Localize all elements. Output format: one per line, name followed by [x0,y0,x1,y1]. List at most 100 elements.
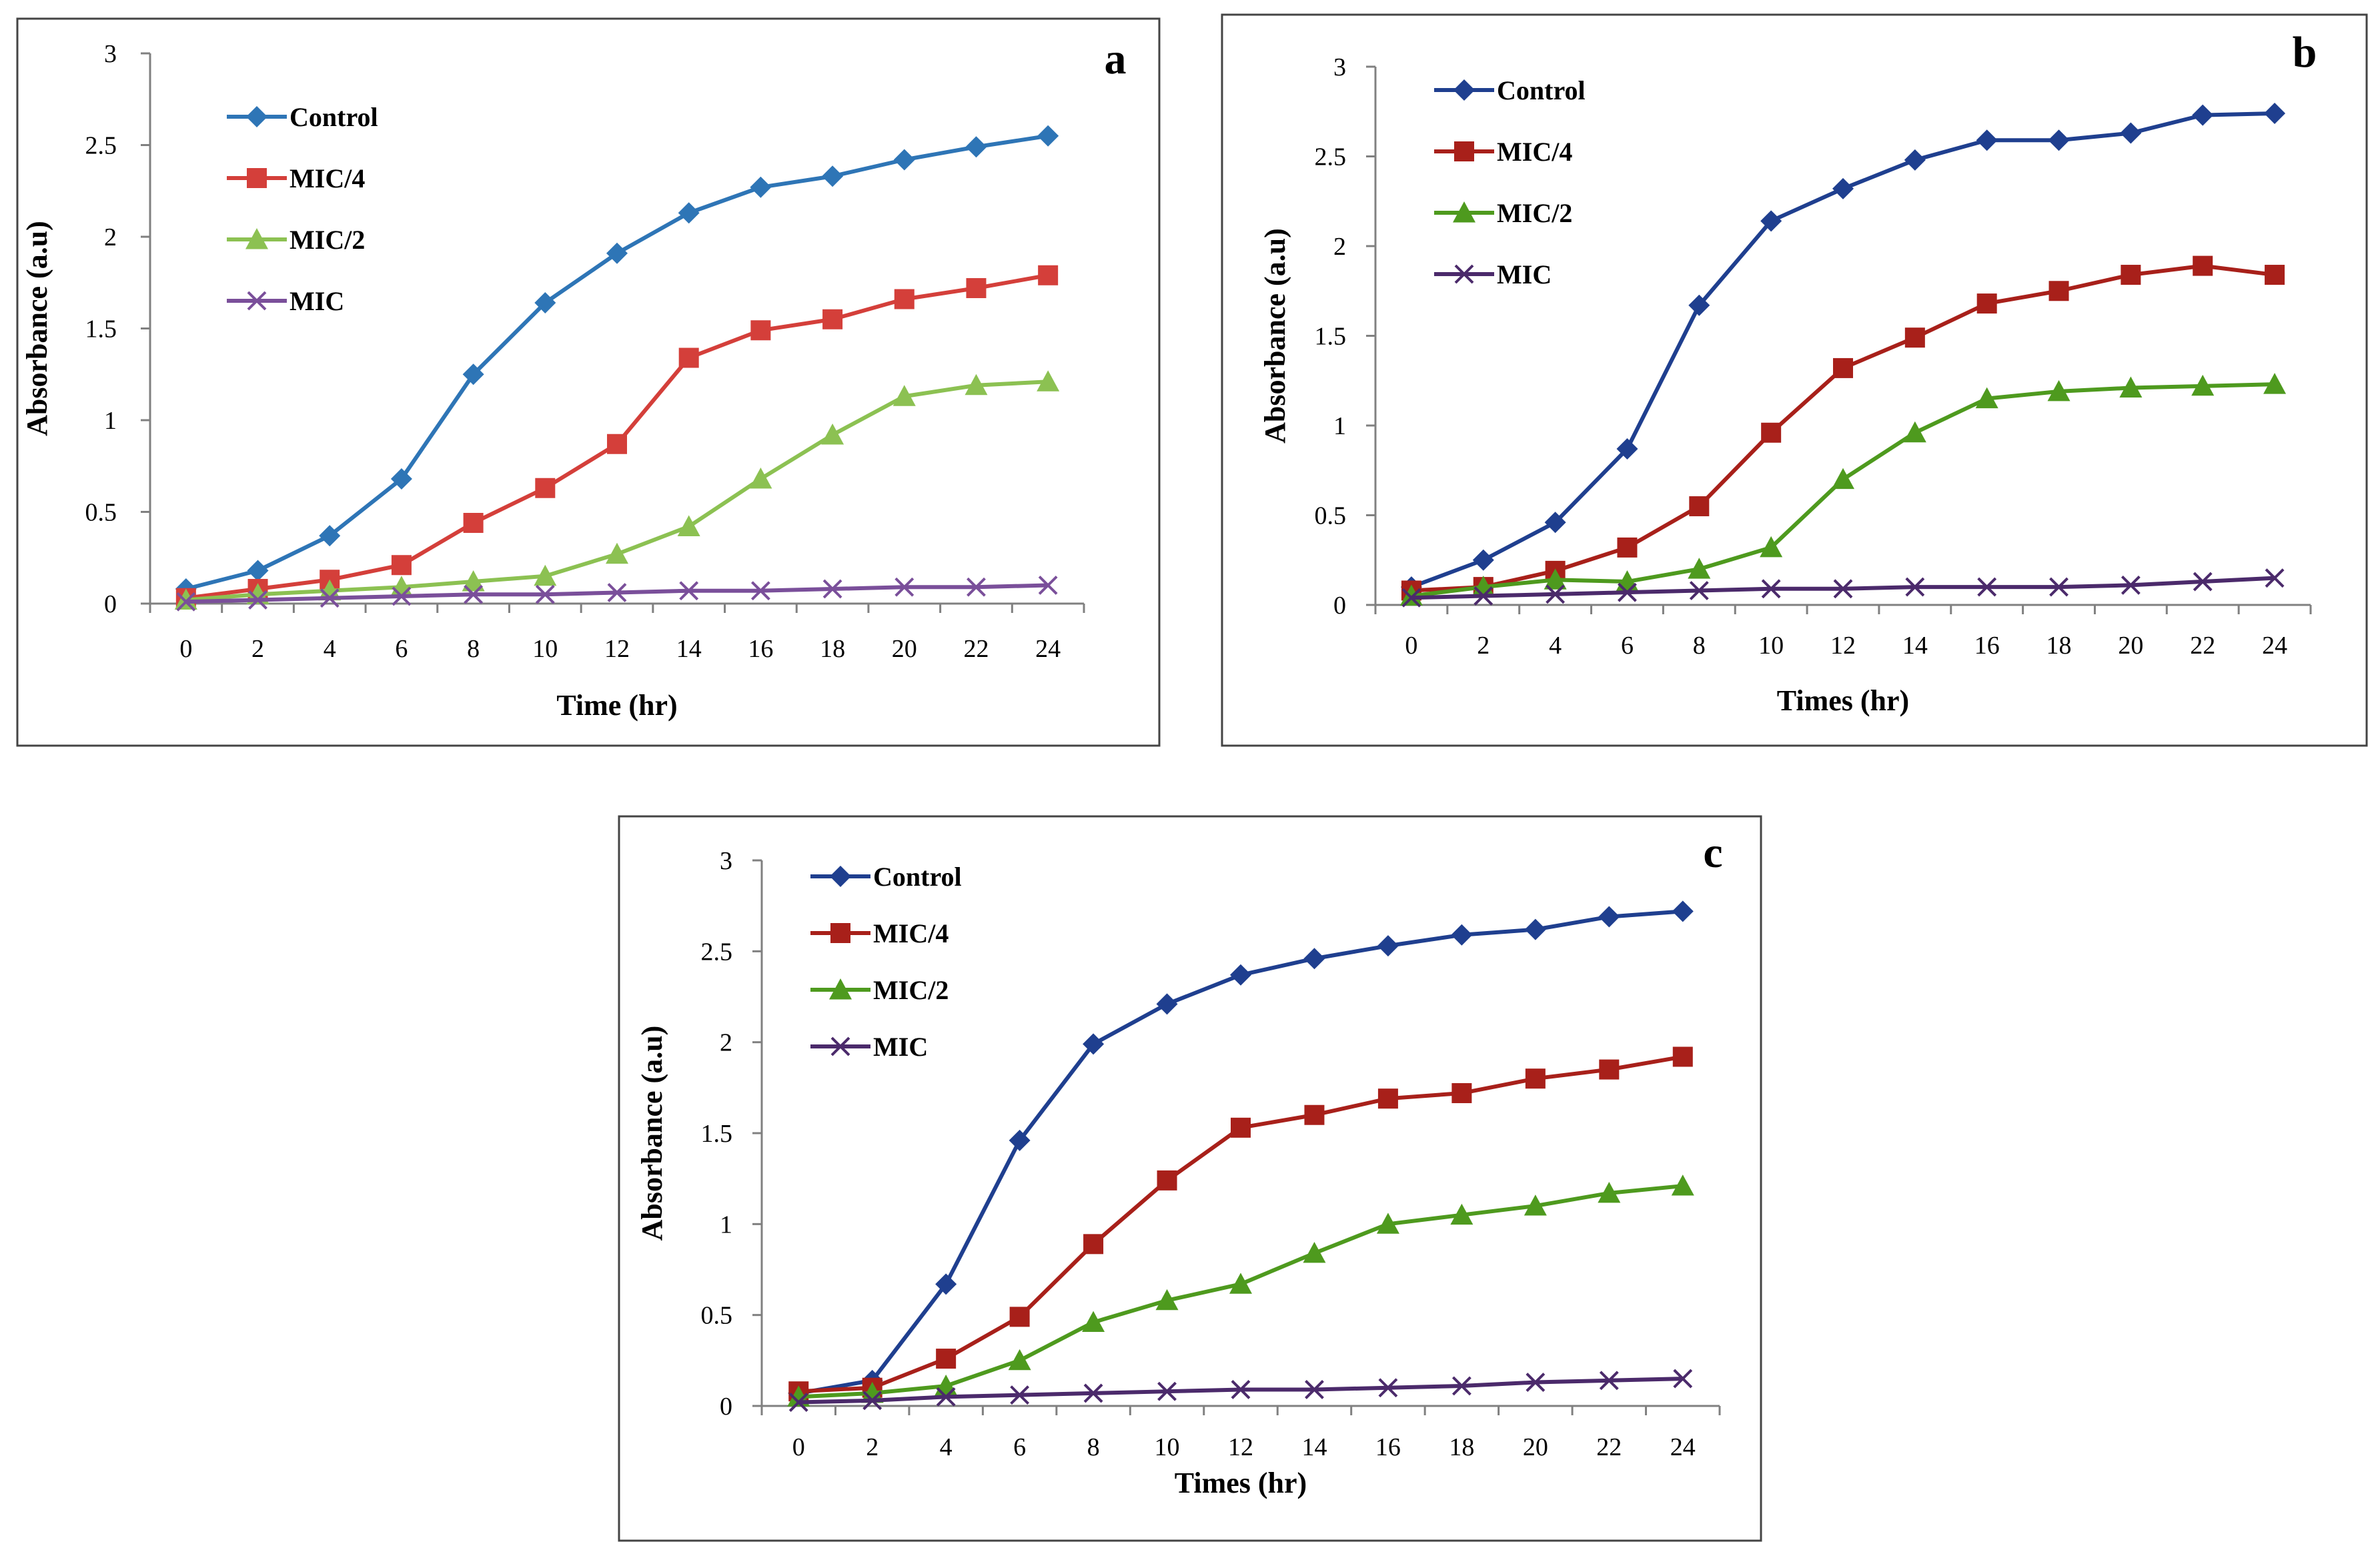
x-axis-title: Times (hr) [1175,1467,1307,1499]
x-tick-label: 18 [820,635,845,663]
data-point [822,165,844,187]
data-point [1975,387,1998,409]
data-point [247,560,269,582]
x-tick-label: 20 [1523,1433,1548,1461]
data-point [1976,293,1997,314]
data-point [1904,149,1926,171]
data-point [894,289,915,309]
data-point [1544,512,1566,534]
data-point [1618,582,1637,602]
data-point [391,555,412,576]
data-point [2264,102,2286,124]
data-point [1616,438,1638,460]
data-point [679,581,699,601]
data-point [2048,129,2070,151]
y-tick-label: 1.5 [701,1120,733,1148]
data-point [1401,588,1421,608]
data-point [1544,568,1567,590]
data-point [965,136,987,158]
legend-entry: MIC [810,1032,928,1062]
data-point [1832,468,1854,490]
x-tick-label: 14 [1902,632,1928,660]
data-point [606,542,628,564]
series-MIC/4 [175,265,1059,608]
data-point [2121,575,2141,595]
data-point [248,590,267,610]
data-point [1009,1129,1031,1151]
data-point [1303,1241,1326,1263]
data-point [936,1349,957,1369]
data-point [892,385,916,406]
data-point [678,347,699,368]
legend-marker [830,866,851,887]
x-tick-label: 14 [1301,1433,1327,1461]
data-point [1083,1234,1104,1255]
data-point [936,1387,956,1407]
data-point [1761,579,1781,599]
data-point [1451,1083,1472,1104]
x-tick-label: 22 [1596,1433,1622,1461]
data-point [2047,379,2070,402]
data-point [2192,104,2214,126]
y-tick-label: 2 [720,1029,732,1057]
data-point [1157,1381,1177,1401]
x-tick-label: 2 [866,1433,878,1461]
y-tick-label: 2 [104,223,117,251]
chart-panel-b: 00.511.522.530 2 4 6 8 10 12 14 16 18 20 22 24Times … [1221,13,2368,747]
data-point [2119,376,2143,398]
legend-label: MIC/4 [873,918,949,948]
legend-marker [830,923,850,943]
y-tick-label: 0.5 [1315,502,1347,530]
data-point [2121,265,2141,285]
y-tick-label: 2.5 [701,938,733,966]
data-point [1599,1059,1620,1080]
data-point [1671,1175,1694,1196]
x-tick-label: 0 [179,635,192,663]
y-axis-title: Absorbance (a.u) [1259,228,1291,444]
legend-entry: MIC/4 [810,918,949,948]
data-point [750,176,772,198]
legend-marker [830,1036,850,1056]
x-tick-label: 16 [748,635,773,663]
x-tick-label: 8 [1693,632,1706,660]
data-point [862,1391,882,1411]
chart-frame [1221,13,2368,747]
data-point [1231,1380,1251,1399]
x-tick-label: 20 [892,635,917,663]
data-point [2265,265,2285,285]
data-point [174,588,197,610]
x-tick-label: 22 [2190,632,2215,660]
series-Control [1400,102,2286,598]
data-point [1399,584,1423,606]
x-tick-label: 24 [1035,635,1061,663]
y-tick-label: 0 [104,590,117,618]
y-tick-label: 2 [1333,233,1346,261]
data-point [1037,370,1060,392]
data-point [1038,265,1059,285]
data-point [1689,581,1709,600]
data-point [967,577,986,597]
data-point [1977,577,1997,597]
legend-marker [829,978,852,1000]
y-axis-title: Absorbance (a.u) [21,221,53,436]
legend-entry: MIC/2 [227,225,365,255]
data-point [1524,918,1546,940]
data-point [463,513,484,533]
data-point [1008,1349,1031,1371]
y-tick-label: 2.5 [1315,143,1347,171]
data-point [1304,1104,1325,1125]
series-MIC/2 [1399,373,2287,606]
data-point [860,1381,884,1403]
x-tick-label: 12 [604,635,630,663]
data-point [750,320,771,341]
legend-label: MIC/4 [1497,137,1572,167]
data-point [1305,1380,1324,1399]
data-point [318,579,342,601]
y-tick-label: 0 [1333,592,1346,620]
x-tick-label: 0 [792,1433,805,1461]
data-point [895,577,915,597]
data-point [1599,1371,1619,1391]
legend-entry: Control [227,102,378,132]
data-point [678,202,700,224]
